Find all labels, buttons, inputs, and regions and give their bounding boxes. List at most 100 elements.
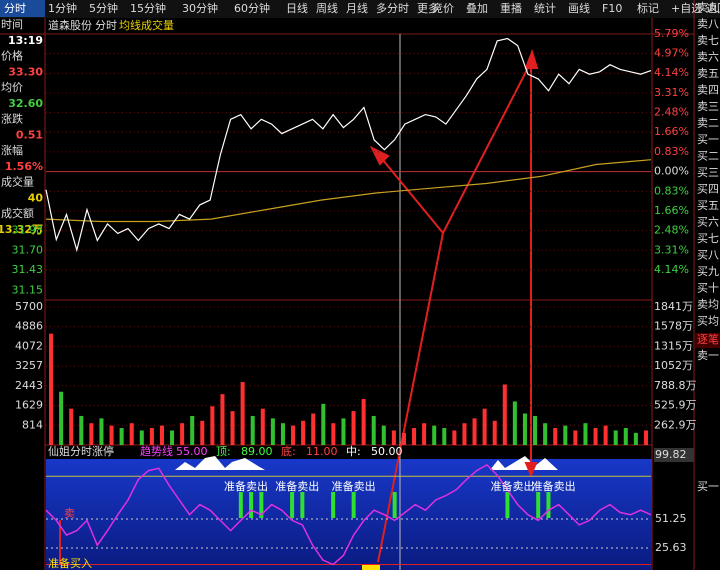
volume-bar [452, 430, 457, 445]
order-book-label: 买一 [697, 133, 719, 146]
param-name: 中: [346, 445, 361, 458]
param-name: 底: [281, 444, 296, 458]
volume-bar [422, 423, 427, 445]
info-label: 涨幅 [1, 144, 23, 157]
signal-bar [351, 492, 356, 518]
sell-mark: 卖 [64, 507, 75, 520]
volume-bar [472, 418, 477, 445]
stock-name: 道森股份 [48, 18, 92, 32]
info-value: 13.32万 [0, 223, 43, 236]
order-book-label: 买七 [697, 232, 719, 245]
order-book-label: 卖二 [697, 117, 719, 130]
volume-bar [129, 423, 134, 445]
volume-bar [270, 418, 275, 445]
volume-bar [412, 428, 417, 445]
avg-label: 均线 [119, 18, 141, 32]
sell-label: 准备卖出 [224, 479, 268, 493]
order-book-label: 买三 [697, 166, 719, 179]
signal-bar [546, 492, 551, 518]
period-tab[interactable]: 月线 [346, 1, 368, 15]
period-tab[interactable]: 分时 [4, 2, 26, 15]
order-book-label: 买八 [697, 249, 719, 262]
tool-button[interactable]: 标记 [637, 1, 659, 15]
volume-bar [351, 411, 356, 445]
volume-bar [210, 406, 215, 445]
sell-label: 准备卖出 [275, 479, 319, 493]
volume-bar [200, 420, 205, 445]
amount-tick-label: 525.9万 [654, 399, 697, 412]
period-tab[interactable]: 5分钟 [89, 1, 118, 15]
param-value: 55.00 [176, 445, 208, 458]
pct-tick-label: 0.83% [654, 145, 689, 158]
price-tick-label: 31.70 [12, 243, 44, 256]
volume-bar [99, 418, 104, 445]
tick-title: 逐笔 [697, 332, 719, 346]
signal-bar [290, 492, 295, 518]
period-tab[interactable]: 30分钟 [182, 1, 218, 15]
volume-tick-label: 2443 [15, 379, 43, 392]
indicator-bg [46, 459, 652, 570]
amount-tick-label: 1315万 [654, 339, 693, 352]
volume-bar [593, 428, 598, 445]
toolbar [0, 0, 720, 18]
tool-button[interactable]: F10 [602, 2, 622, 15]
price-tick-label: 31.98 [12, 224, 44, 237]
volume-bar [613, 430, 618, 445]
volume-bar [321, 403, 326, 445]
volume-bar [401, 432, 406, 445]
tool-button[interactable]: 重播 [500, 1, 522, 15]
volume-tick-label: 814 [22, 418, 43, 431]
tool-button[interactable]: +自选 [671, 2, 702, 15]
param-name: 趋势线 [140, 444, 173, 458]
tool-button[interactable]: 返回 [706, 2, 720, 15]
tick-title-bg [695, 333, 720, 348]
volume-bar [291, 425, 296, 445]
order-book-label: 卖三 [697, 100, 719, 113]
volume-tick-label: 4886 [15, 320, 43, 333]
volume-bar [69, 408, 74, 445]
annotation-arrows [59, 48, 539, 565]
order-book-label: 买十 [697, 281, 719, 295]
volume-bar [190, 415, 195, 445]
period-tab[interactable]: 60分钟 [234, 1, 270, 15]
mode: 分时 [95, 19, 117, 32]
volume-bar [623, 428, 628, 445]
buy-label: 准备买入 [48, 556, 92, 570]
volume-bar [280, 423, 285, 445]
pct-tick-label: 2.48% [654, 224, 689, 237]
volume-tick-label: 3257 [15, 359, 43, 372]
trend-line [45, 463, 652, 566]
volume-bar [603, 425, 608, 445]
volume-tick-label: 5700 [15, 300, 43, 313]
volume-bar [492, 420, 497, 445]
info-value: 33.30 [8, 66, 43, 79]
sell-label: 准备卖出 [532, 479, 576, 493]
param-name: 顶: [216, 445, 231, 458]
amount-tick-label: 262.9万 [654, 418, 697, 431]
period-tab[interactable]: 1分钟 [48, 1, 77, 15]
tool-button[interactable]: 统计 [534, 2, 556, 15]
volume-bar [482, 408, 487, 445]
volume-bar [583, 423, 588, 445]
volume-bar [301, 420, 306, 445]
period-tab[interactable]: 更多 [417, 1, 439, 15]
order-book-label: 卖五 [697, 67, 719, 80]
tool-button[interactable]: 画线 [568, 1, 590, 15]
signal-bar [392, 492, 397, 518]
order-book-label: 卖均 [697, 298, 719, 311]
signal-bar [259, 492, 264, 518]
signal-bar [505, 492, 510, 518]
volume-bar [553, 428, 558, 445]
period-tab[interactable]: 15分钟 [130, 1, 166, 15]
period-tab[interactable]: 多分时 [376, 1, 409, 15]
volume-bar [633, 432, 638, 445]
period-tab[interactable]: 日线 [286, 1, 308, 15]
param-value: 11.00 [306, 445, 338, 458]
volume-bar [533, 415, 538, 445]
volume-bar [341, 418, 346, 445]
period-tab[interactable]: 周线 [316, 1, 338, 15]
tool-button[interactable]: 竞价 [432, 1, 454, 15]
peak-shape [175, 456, 558, 470]
tool-button[interactable]: 叠加 [466, 2, 488, 15]
